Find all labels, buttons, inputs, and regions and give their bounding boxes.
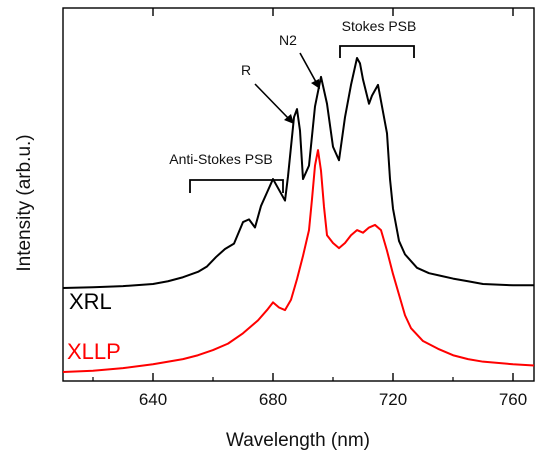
x-tick-label: 680 — [259, 390, 287, 409]
y-axis-title: Intensity (arb.u.) — [14, 134, 35, 271]
annotation-r-label: R — [241, 62, 251, 78]
series-layer — [62, 57, 535, 373]
arrow-n2-head — [311, 79, 320, 89]
x-tick-label: 720 — [379, 390, 407, 409]
anti-stokes-bracket — [189, 179, 284, 193]
arrow-n2-line — [299, 52, 317, 83]
arrow-r-line — [254, 83, 290, 120]
x-tick-label: 640 — [139, 390, 167, 409]
annotation-anti-stokes: Anti-Stokes PSB — [169, 151, 284, 193]
x-axis-title: Wavelength (nm) — [226, 430, 370, 451]
plot-frame — [62, 7, 535, 382]
annotation-n2-label: N2 — [279, 32, 297, 48]
x-tick-label: 760 — [499, 390, 527, 409]
series-line-xrl — [62, 57, 534, 289]
arrow-r-head — [284, 114, 294, 124]
annotation-r: R — [241, 62, 294, 124]
x-axis-ticks: 640 680 720 760 — [92, 8, 527, 409]
series-label-xllp: XLLP — [67, 339, 121, 364]
annotation-stokes: Stokes PSB — [339, 18, 417, 58]
annotation-anti-stokes-label: Anti-Stokes PSB — [169, 151, 273, 167]
stokes-bracket — [339, 45, 415, 58]
series-label-xrl: XRL — [69, 289, 112, 314]
annotation-stokes-label: Stokes PSB — [342, 18, 417, 34]
series-line-xllp — [62, 149, 535, 373]
annotation-n2: N2 — [279, 32, 320, 89]
